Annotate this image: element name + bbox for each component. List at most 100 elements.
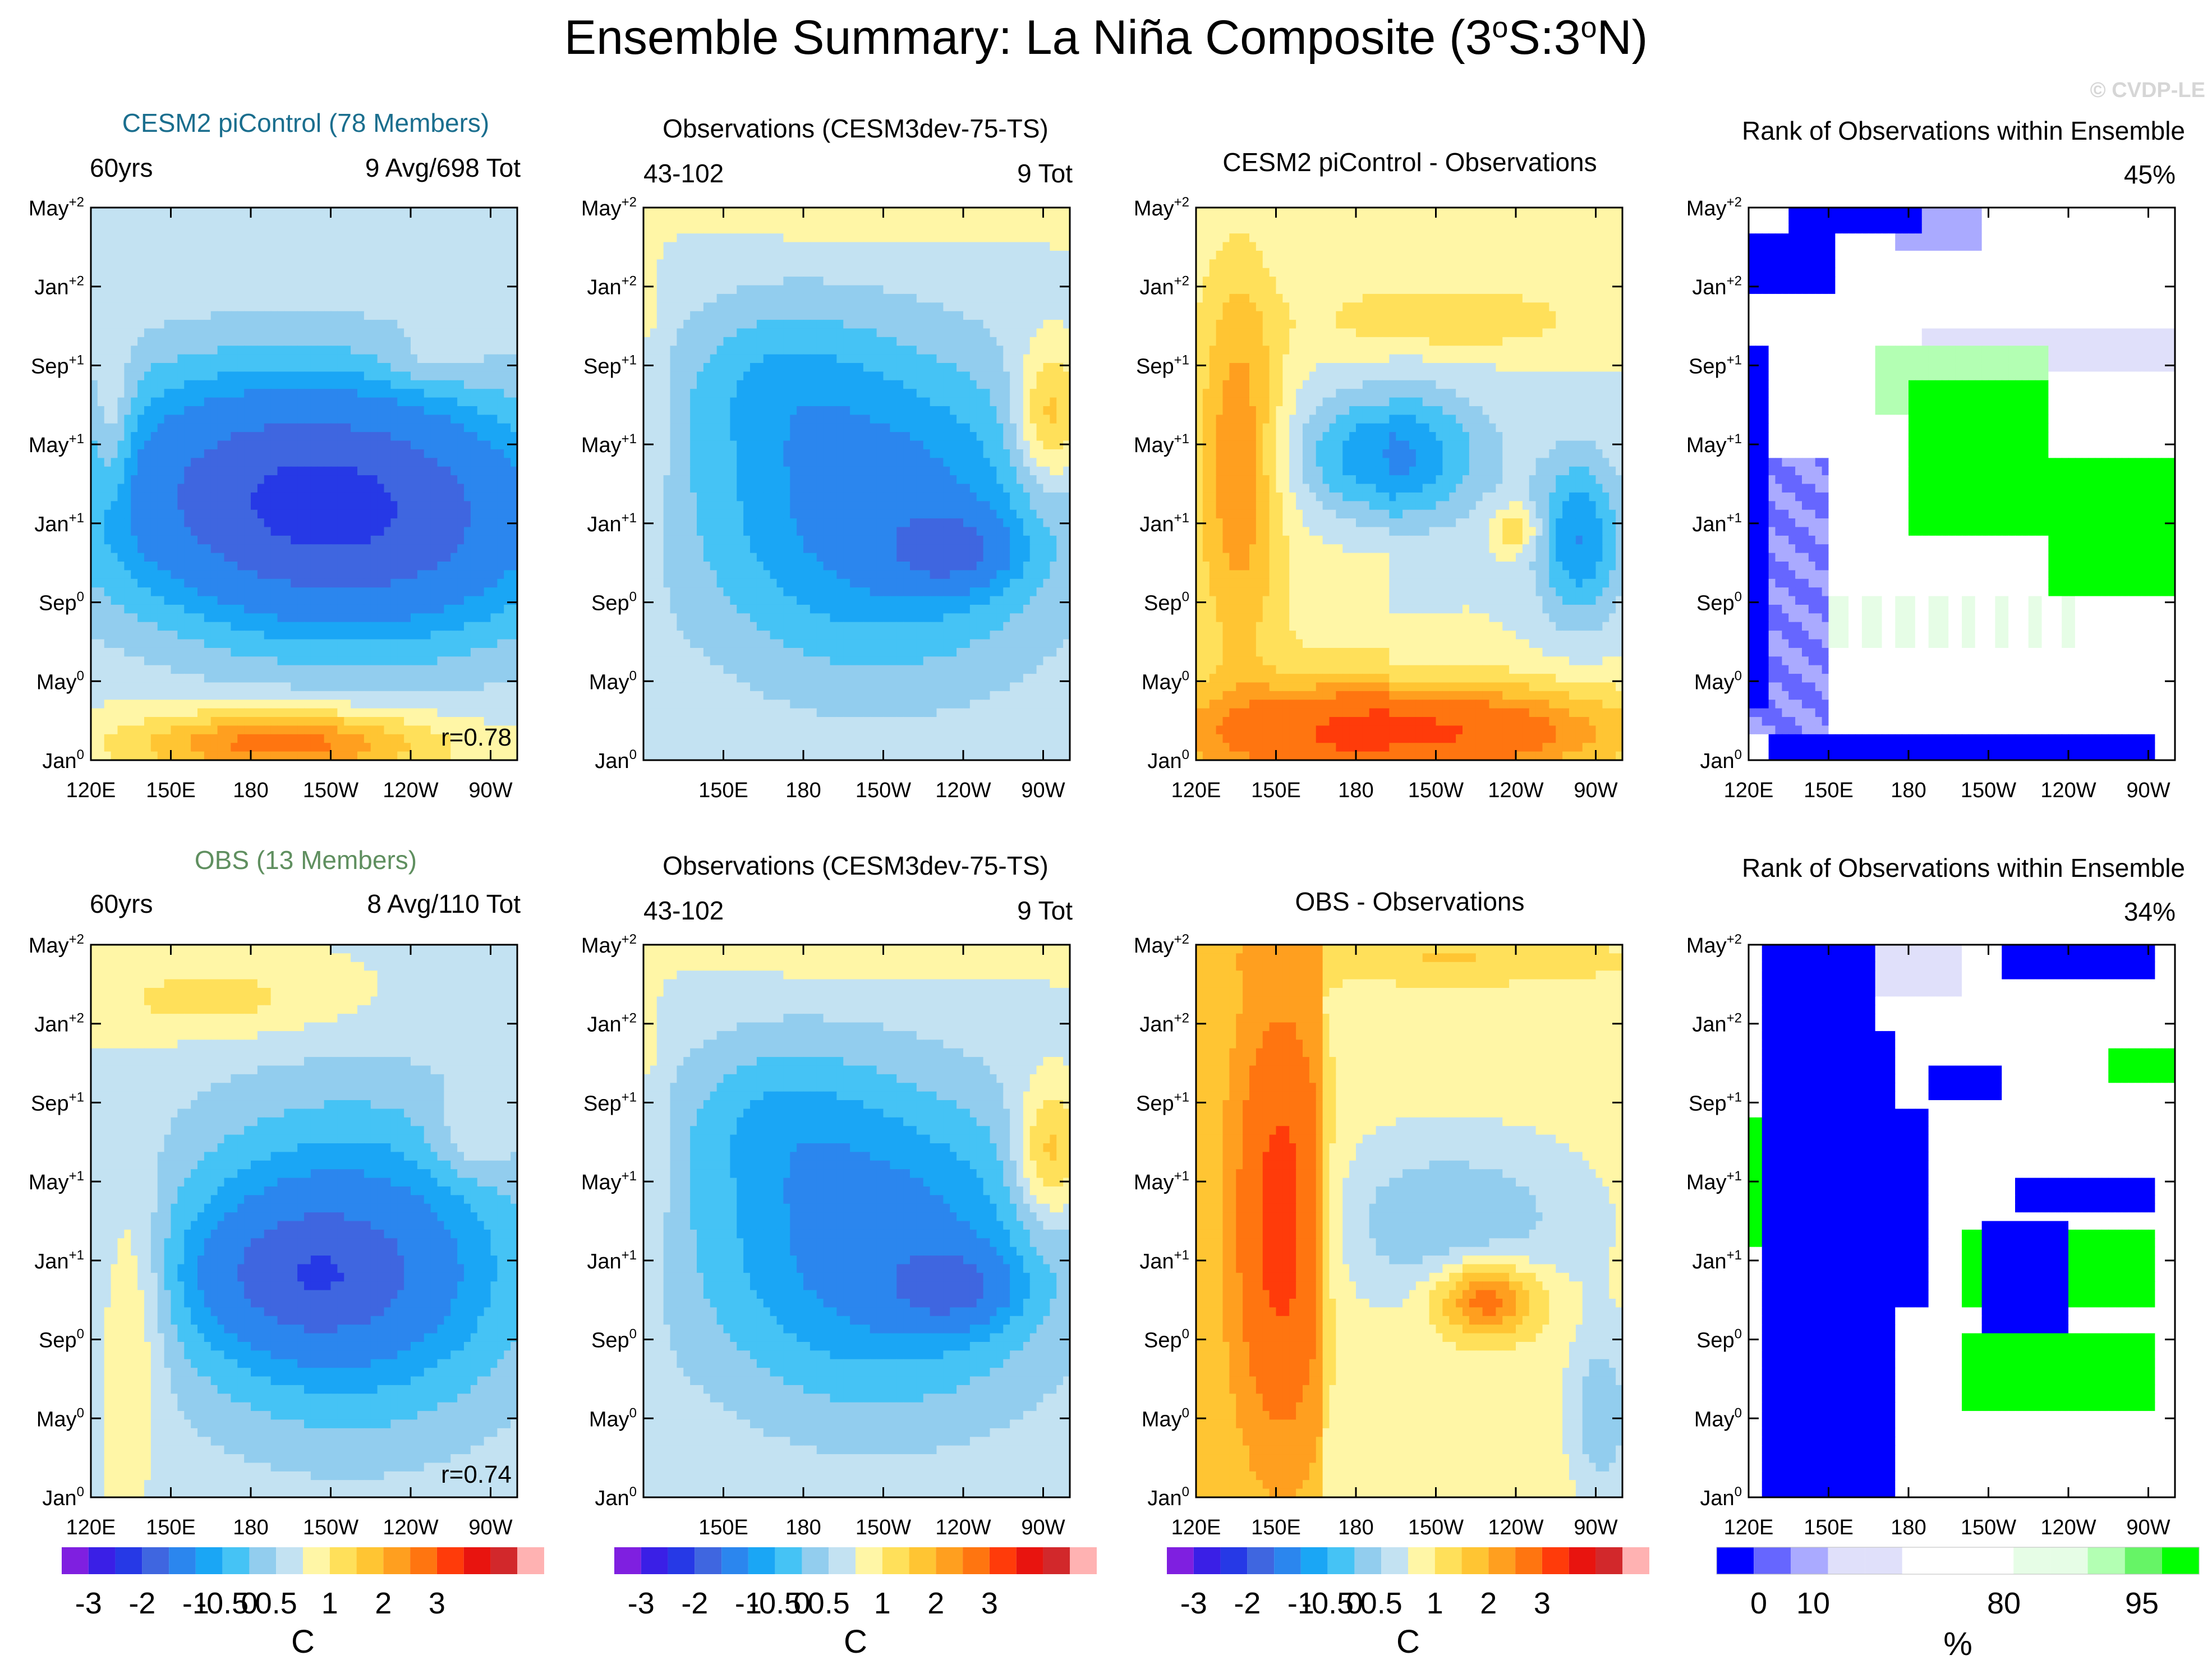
heatmap-cell [251,449,258,459]
heatmap-cell [737,268,744,277]
heatmap-cell [1017,216,1024,226]
heatmap-cell [197,285,205,295]
heatmap-cell [217,423,225,433]
heatmap-cell [1063,311,1070,320]
heatmap-cell [424,708,431,718]
heatmap-cell [983,242,991,251]
heatmap-cell [1017,285,1024,295]
heatmap-cell [863,242,871,251]
heatmap-cell [304,578,311,588]
heatmap-cell [330,665,338,674]
heatmap-cell [411,708,418,718]
heatmap-cell [330,674,338,683]
heatmap-cell [210,320,218,329]
heatmap-cell [210,562,218,571]
heatmap-cell [457,380,465,390]
heatmap-cell [324,613,332,623]
heatmap-cell [457,622,465,631]
heatmap-cell [370,475,378,485]
heatmap-cell [324,293,332,304]
heatmap-cell [770,293,778,304]
heatmap-cell [351,415,358,424]
heatmap-cell [424,285,431,295]
heatmap-cell [511,501,518,511]
heatmap-cell [950,224,957,234]
heatmap-cell [137,277,145,286]
heatmap-cell [397,553,404,562]
heatmap-cell [237,250,245,260]
heatmap-cell [111,622,118,631]
heatmap-cell [337,363,345,373]
heatmap-cell [104,302,112,312]
heatmap-cell [896,233,904,243]
heatmap-cell [164,553,172,562]
heatmap-cell [344,518,351,528]
heatmap-cell [377,674,385,683]
heatmap-cell [697,293,704,304]
heatmap-cell [351,233,358,243]
heatmap-cell [131,389,138,398]
heatmap-cell [344,277,351,286]
heatmap-cell [150,743,158,752]
heatmap-cell [976,250,984,260]
heatmap-cell [1043,268,1051,277]
heatmap-cell [131,708,138,718]
heatmap-cell [351,639,358,649]
heatmap-cell [330,293,338,304]
heatmap-cell [783,285,791,295]
heatmap-cell [111,570,118,580]
heatmap-cell [231,639,238,649]
heatmap-cell [144,259,151,269]
heatmap-cell [297,440,305,450]
heatmap-cell [164,233,172,243]
heatmap-cell [157,725,165,735]
heatmap-cell [643,259,651,269]
heatmap-cell [397,527,404,536]
heatmap-cell [277,475,285,485]
heatmap-cell [1017,302,1024,312]
heatmap-cell [251,224,258,234]
heatmap-cell [870,233,877,243]
heatmap-cell [1036,259,1044,269]
heatmap-cell [464,268,471,277]
heatmap-cell [1050,268,1057,277]
heatmap-cell [244,622,251,631]
heatmap-cell [1063,242,1070,251]
heatmap-cell [464,743,471,752]
heatmap-cell [117,432,125,442]
heatmap-cell [277,562,285,571]
heatmap-cell [357,717,365,726]
heatmap-cell [930,285,937,295]
heatmap-cell [670,293,678,304]
heatmap-cell [184,293,191,304]
heatmap-cell [351,268,358,277]
heatmap-cell [117,708,125,718]
heatmap-cell [317,389,325,398]
heatmap-cell [357,501,365,511]
heatmap-cell [417,725,425,735]
heatmap-cell [390,363,398,373]
heatmap-cell [217,302,225,312]
heatmap-cell [1010,277,1017,286]
heatmap-cell [91,647,98,657]
heatmap-cell [430,363,438,373]
heatmap-cell [490,518,498,528]
heatmap-cell [197,492,205,502]
heatmap-cell [969,268,977,277]
heatmap-cell [956,268,964,277]
heatmap-cell [251,639,258,649]
heatmap-cell [104,397,112,407]
heatmap-cell [224,562,232,571]
heatmap-cell [191,674,198,683]
heatmap-cell [364,380,371,390]
heatmap-cell [430,604,438,614]
heatmap-cell [643,302,651,312]
heatmap-cell [111,328,118,338]
heatmap-cell [464,337,471,347]
heatmap-cell [477,466,485,476]
heatmap-cell [210,354,218,364]
heatmap-cell [504,242,511,251]
heatmap-cell [191,544,198,554]
heatmap-cell [210,233,218,243]
heatmap-cell [357,674,365,683]
